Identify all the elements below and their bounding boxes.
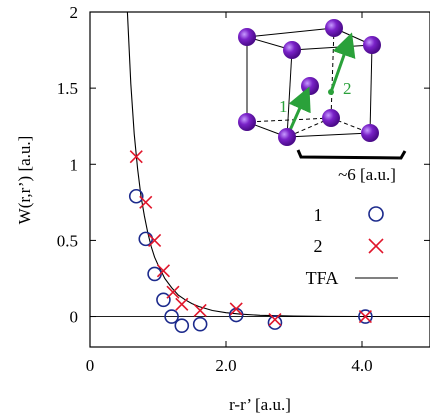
tick-layer: 0 2.0 4.0 0 0.5 1 1.5 2 <box>57 3 430 375</box>
series-1-point <box>138 231 154 247</box>
series-2-point <box>268 313 282 327</box>
y-tick-label: 0.5 <box>57 231 78 250</box>
series-2-point <box>193 303 207 318</box>
atom-body-center <box>301 77 319 95</box>
series-2-point-stroke <box>268 313 282 327</box>
series-1-point <box>228 307 244 323</box>
plot-frame <box>89 11 430 348</box>
legend-label-1: 1 <box>314 205 323 225</box>
x-tick-label: 4.0 <box>351 356 372 375</box>
atom-front-top-left <box>283 41 301 59</box>
series-2-point <box>148 233 162 247</box>
series-2-point-stroke <box>193 303 207 318</box>
series-2-point <box>358 309 372 324</box>
series-1-point <box>128 188 144 204</box>
legend-marker-cross <box>368 238 384 254</box>
y-tick-label: 1.5 <box>57 79 78 98</box>
series-2-point-stroke <box>148 233 162 247</box>
y-tick-label: 2 <box>70 3 79 22</box>
series-1-point <box>147 266 162 282</box>
y-tick-label: 1 <box>70 155 79 174</box>
x-tick-label: 0 <box>86 356 95 375</box>
atom-back-top-left <box>238 28 256 46</box>
atom-back-bottom <box>322 109 340 127</box>
series-1-point <box>174 318 190 333</box>
arrow-label-2: 2 <box>343 79 352 98</box>
series-2-point <box>175 297 189 311</box>
atom-front-top-right <box>363 36 381 54</box>
series-tfa-line <box>126 12 430 318</box>
series-2-point-stroke <box>156 264 171 278</box>
series-2-point-stroke <box>166 285 180 299</box>
x-axis-label: r-r’ [a.u.] <box>229 395 291 414</box>
series-1-point <box>164 309 179 324</box>
inset-crystal: 1 2 ~6 [a.u.] <box>238 19 407 184</box>
series-2-point <box>129 150 143 164</box>
vector-arrow-2 <box>329 32 356 93</box>
series-2-point <box>229 302 243 316</box>
atom-back-bottom-left <box>238 113 256 131</box>
y-axis-label: W(r,r’) [a.u.] <box>15 136 34 225</box>
series-2-point <box>166 285 180 299</box>
scale-label: ~6 [a.u.] <box>338 165 396 184</box>
center-point <box>328 89 334 95</box>
legend-marker-circle <box>368 206 384 222</box>
series-2-point <box>139 195 153 209</box>
legend: 1 2 TFA <box>306 205 398 288</box>
atom-back-top-right <box>325 19 343 37</box>
x-tick-label: 2.0 <box>215 356 236 375</box>
scale-bracket <box>296 149 407 160</box>
series-2-point-stroke <box>229 302 243 316</box>
series-1-point <box>192 316 208 332</box>
legend-label-tfa: TFA <box>306 268 339 288</box>
series-1-point <box>156 292 171 308</box>
series-2-point-stroke <box>139 195 153 209</box>
series-2-point <box>156 264 171 278</box>
series-2-point-stroke <box>129 150 143 164</box>
atom-front-bottom-left <box>278 128 296 146</box>
series-1-point <box>267 315 283 330</box>
atom-front-bottom-right <box>361 124 379 142</box>
arrow-label-1: 1 <box>279 97 288 116</box>
legend-label-2: 2 <box>314 236 323 256</box>
series-1-point <box>358 309 373 324</box>
y-tick-label: 0 <box>70 308 79 327</box>
series-2-point-stroke <box>175 297 189 311</box>
series-2-point-stroke <box>358 309 372 324</box>
marker-layer <box>128 150 373 333</box>
